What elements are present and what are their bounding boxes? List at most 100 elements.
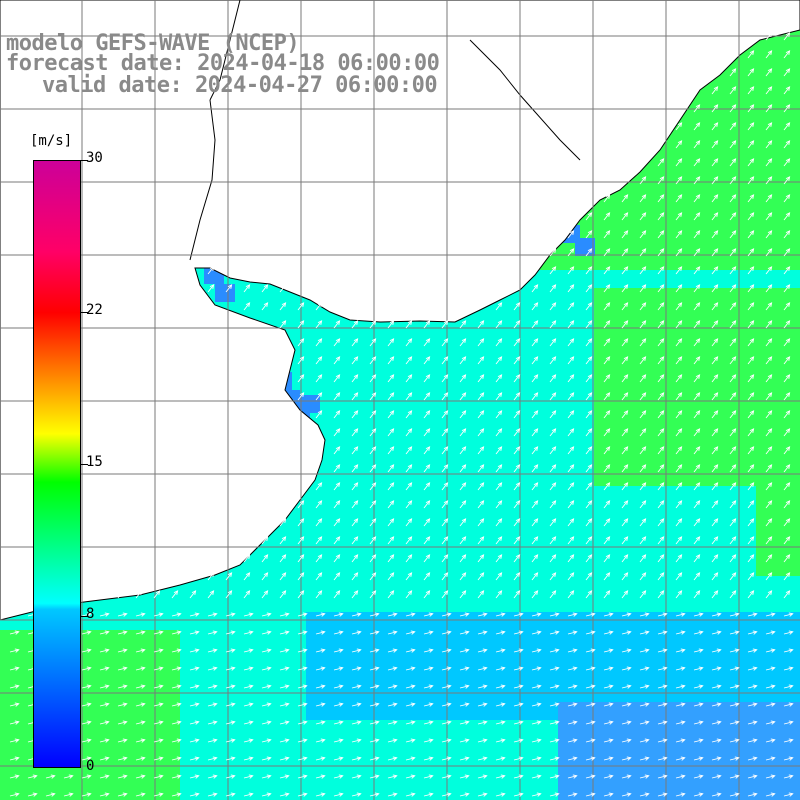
ocean-cell [468, 612, 487, 631]
ocean-cell [18, 792, 37, 800]
ocean-cell [504, 450, 523, 469]
ocean-cell [648, 504, 667, 523]
wind-arrowhead [302, 720, 308, 725]
wind-arrowhead [644, 648, 650, 653]
ocean-cell [378, 414, 397, 433]
wind-arrowhead [32, 774, 38, 779]
ocean-cell [144, 720, 163, 739]
ocean-cell [342, 540, 361, 559]
wind-arrowhead [551, 392, 557, 397]
ocean-cell [684, 270, 703, 289]
ocean-cell [630, 216, 649, 235]
wind-arrowhead [695, 464, 701, 469]
wind-arrowhead [641, 212, 647, 217]
ocean-cell [486, 486, 505, 505]
wind-arrowhead [713, 338, 719, 343]
wind-arrow [783, 122, 790, 131]
wind-arrow [387, 613, 397, 617]
wind-arrow [459, 739, 469, 743]
wind-arrow [405, 572, 412, 581]
border-line [209, 0, 241, 101]
wind-arrowhead [425, 374, 431, 379]
wind-arrowhead [554, 630, 560, 635]
ocean-cell [450, 378, 469, 397]
ocean-cell [162, 774, 181, 793]
wind-arrowhead [356, 792, 362, 797]
wind-arrowhead [641, 518, 647, 523]
wind-arrowhead [518, 738, 524, 743]
ocean-cell [756, 468, 775, 487]
wind-arrowhead [623, 320, 629, 325]
wind-arrow [531, 446, 538, 455]
wind-arrowhead [14, 738, 20, 743]
wind-arrowhead [284, 792, 290, 797]
wind-arrowhead [569, 284, 575, 289]
ocean-cell [774, 144, 793, 163]
wind-arrow [531, 428, 538, 437]
wind-arrow [297, 518, 304, 527]
wind-arrowhead [767, 230, 773, 235]
wind-arrow [81, 685, 91, 689]
wind-arrow [549, 410, 556, 419]
wind-arrowhead [626, 648, 632, 653]
wind-arrow [387, 356, 394, 365]
ocean-cell [666, 774, 685, 793]
ocean-cell [630, 792, 649, 800]
wind-arrow [729, 649, 739, 653]
wind-arrow [603, 721, 613, 725]
wind-arrowhead [641, 374, 647, 379]
wind-arrowhead [749, 446, 755, 451]
ocean-cell [108, 648, 127, 667]
wind-arrowhead [713, 158, 719, 163]
wind-arrowhead [533, 284, 539, 289]
wind-arrow [351, 572, 358, 581]
wind-arrow [765, 536, 772, 545]
wind-arrowhead [659, 320, 665, 325]
ocean-cell [738, 162, 757, 181]
wind-arrow [783, 50, 790, 59]
wind-arrow [135, 721, 145, 725]
wind-arrowhead [299, 590, 305, 595]
ocean-cell [630, 504, 649, 523]
wind-arrowhead [266, 756, 272, 761]
wind-arrow [567, 572, 574, 581]
ocean-cell [792, 108, 800, 127]
ocean-cell [792, 612, 800, 631]
ocean-cell [666, 522, 685, 541]
wind-arrow [603, 703, 613, 707]
wind-arrowhead [677, 572, 683, 577]
ocean-cell [378, 342, 397, 361]
wind-arrowhead [392, 774, 398, 779]
wind-arrow [279, 284, 286, 293]
ocean-cell [576, 216, 595, 235]
wind-arrowhead [713, 212, 719, 217]
ocean-cell [576, 522, 595, 541]
ocean-cell [594, 756, 613, 775]
ocean-cell [486, 612, 505, 631]
wind-arrow [513, 554, 520, 563]
wind-arrowhead [158, 774, 164, 779]
wind-arrowhead [482, 738, 488, 743]
wind-arrow [207, 793, 217, 797]
ocean-cell [630, 702, 649, 721]
wind-arrow [711, 212, 718, 221]
wind-arrow [765, 374, 772, 383]
ocean-cell [774, 414, 793, 433]
wind-arrow [351, 428, 358, 437]
wind-arrowhead [659, 248, 665, 253]
ocean-cell [126, 648, 145, 667]
wind-arrowhead [626, 612, 632, 617]
wind-arrow [531, 590, 538, 599]
ocean-cell [738, 774, 757, 793]
ocean-cell [774, 72, 793, 91]
wind-arrowhead [713, 104, 719, 109]
wind-arrow [279, 613, 289, 617]
ocean-cell [522, 612, 541, 631]
wind-arrow [747, 140, 754, 149]
ocean-cell [0, 756, 19, 775]
wind-arrow [783, 284, 790, 293]
wind-arrowhead [158, 612, 164, 617]
ocean-cell [612, 540, 631, 559]
wind-arrow [603, 757, 613, 761]
wind-arrowhead [461, 356, 467, 361]
